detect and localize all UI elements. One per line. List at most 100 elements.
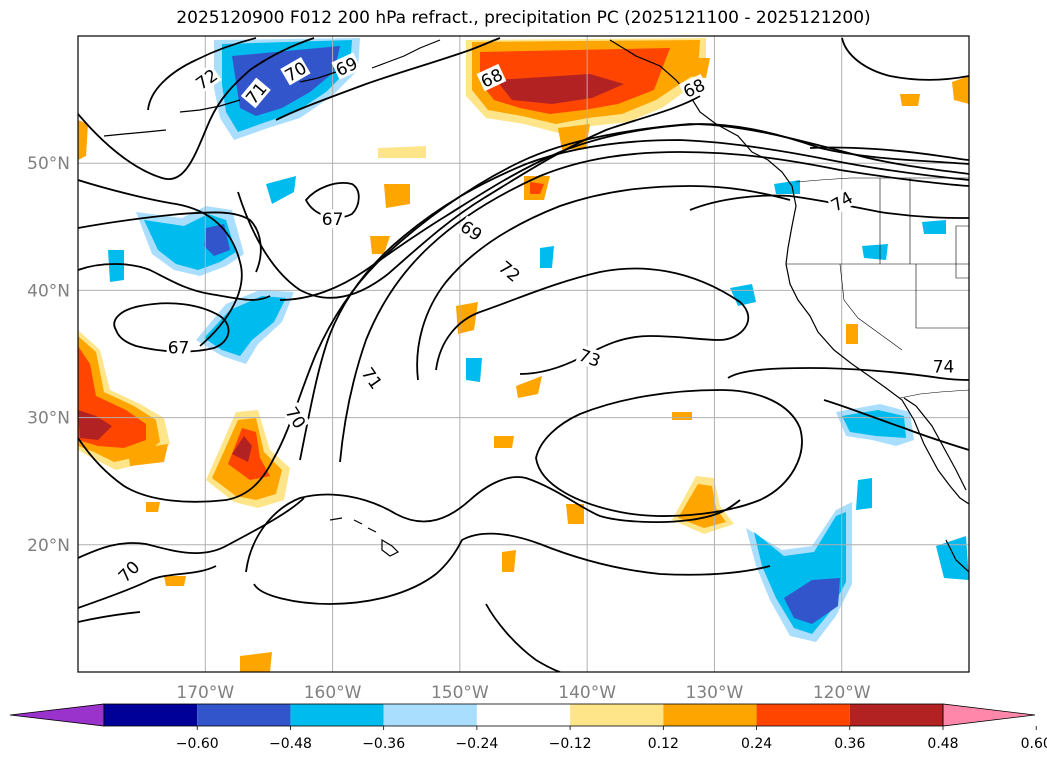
contour-70-south-2: [78, 565, 217, 609]
y-axis-ticks: 50°N 40°N 30°N 20°N: [27, 154, 70, 556]
contour-label-text: 70: [281, 404, 309, 433]
colorbar-tick-label-7: 0.36: [834, 736, 865, 752]
x-tick-label-5: 120°W: [813, 683, 871, 703]
pos-area-small-21: [146, 502, 160, 512]
pos-area-small-6: [370, 236, 390, 254]
pos-area-small-8: [378, 146, 426, 158]
contour-70-south: [78, 497, 305, 559]
contour-67-west-loop: [113, 302, 230, 353]
contour-73-east: [535, 389, 803, 517]
pos-area-small-7: [566, 504, 584, 524]
political-borders: [786, 177, 969, 399]
colorbar-box-5: [570, 704, 664, 726]
contour-68-mid: [237, 95, 701, 299]
pos-area-north-4: [496, 74, 624, 104]
contour-south-edge: [485, 603, 561, 672]
x-tick-label-1: 160°W: [304, 683, 362, 703]
colorbar-tick-label-4: −0.12: [549, 736, 592, 752]
neg-area-small-3: [466, 358, 482, 382]
contour-label-bg: [280, 56, 311, 86]
contour-74-east: [727, 367, 969, 381]
contour-label-text: 71: [357, 364, 386, 393]
contour-68-north: [275, 37, 501, 121]
contour-label-text: 67: [168, 339, 190, 359]
colorbar-tick-label-3: −0.24: [455, 736, 498, 752]
contour-72-main: [339, 151, 969, 463]
pos-area-small-17: [846, 324, 858, 344]
colorbar-tick-label-8: 0.48: [927, 736, 958, 752]
pos-area-small-5: [516, 376, 542, 398]
neg-area-east-7: [856, 478, 872, 510]
chart-title: 2025120900 F012 200 hPa refract., precip…: [176, 8, 871, 28]
contour-label-text: 67: [322, 210, 344, 230]
coastline-alaska-islands: [103, 39, 441, 137]
pos-area-small-20: [164, 576, 186, 586]
contour-70-main: [78, 123, 969, 503]
pos-area-small-12: [128, 444, 168, 466]
contour-label-bg: [113, 555, 144, 587]
refractivity-contours: [78, 37, 969, 672]
x-tick-label-3: 140°W: [558, 683, 616, 703]
x-tick-label-4: 130°W: [686, 683, 744, 703]
colorbar-outline: [103, 703, 944, 727]
colorbar-tick-label-5: 0.12: [648, 736, 679, 752]
contour-71-main: [299, 139, 969, 461]
x-tick-label-2: 150°W: [431, 683, 489, 703]
contour-label-6: 67: [320, 209, 345, 230]
neg-area-east-5: [862, 244, 888, 260]
contour-70-southwest: [78, 611, 141, 623]
border-states: [786, 178, 969, 351]
coastline-mexico: [945, 539, 969, 573]
pos-area-small-1: [384, 184, 410, 208]
contour-70-north: [78, 179, 243, 347]
colorbar: −0.60 −0.48 −0.36 −0.24 −0.12 0.12 0.24 0.36 0.4…: [9, 703, 1047, 752]
contour-label-13: 70: [113, 555, 144, 587]
contour-70-mid: [78, 263, 271, 301]
contour-71-north: [78, 37, 315, 181]
contour-label-bg: [476, 63, 507, 92]
contour-label-10: 71: [357, 362, 388, 394]
pos-area-small-13: [240, 652, 272, 672]
contour-69-north: [78, 211, 262, 273]
contour-label-bg: [166, 337, 191, 357]
neg-area-east-6: [922, 220, 946, 234]
contour-label-bg: [357, 362, 388, 394]
neg-area-east-3: [936, 536, 969, 580]
colorbar-box-0: [104, 704, 198, 726]
contour-73-northeast: [809, 146, 969, 161]
colorbar-extend-min: [9, 703, 105, 727]
neg-area-small-1: [266, 176, 296, 204]
colorbar-box-4: [476, 704, 571, 726]
contour-72-north: [147, 37, 257, 111]
neg-area-southeast-3: [784, 578, 840, 624]
y-tick-label-1: 40°N: [27, 281, 70, 301]
y-tick-label-3: 20°N: [27, 536, 70, 556]
contour-label-15: 74: [931, 356, 956, 378]
contour-label-text: 74: [828, 188, 857, 216]
contour-68-south: [253, 532, 771, 605]
coastline-north-america: [609, 39, 969, 505]
border-us-canada: [795, 177, 969, 183]
contour-label-bg: [281, 402, 311, 433]
pos-area-mid-4: [232, 436, 252, 462]
contour-label-bg: [456, 215, 487, 245]
plot-frame: [77, 35, 970, 673]
colorbar-box-6: [663, 704, 757, 726]
pos-area-small-19: [684, 58, 710, 78]
neg-area-east-2: [842, 410, 906, 438]
contour-label-bg: [494, 255, 526, 286]
neg-area-east-4: [730, 284, 756, 306]
colorbar-box-3: [383, 704, 477, 726]
contour-label-bg: [320, 209, 345, 229]
colorbar-box-8: [849, 704, 943, 726]
colorbar-tick-label-0: −0.60: [176, 736, 219, 752]
colorbar-tick-label-9: 0.60: [1021, 736, 1047, 752]
pos-area-small-3: [530, 182, 544, 194]
contour-label-14: 74: [826, 186, 857, 216]
coastline-hawaii: [329, 517, 400, 557]
colorbar-box-7: [756, 704, 850, 726]
colorbar-tick-label-2: −0.36: [362, 736, 405, 752]
contour-label-text: 72: [494, 257, 523, 286]
contour-73: [435, 267, 750, 375]
neg-area-west-3: [204, 224, 230, 256]
